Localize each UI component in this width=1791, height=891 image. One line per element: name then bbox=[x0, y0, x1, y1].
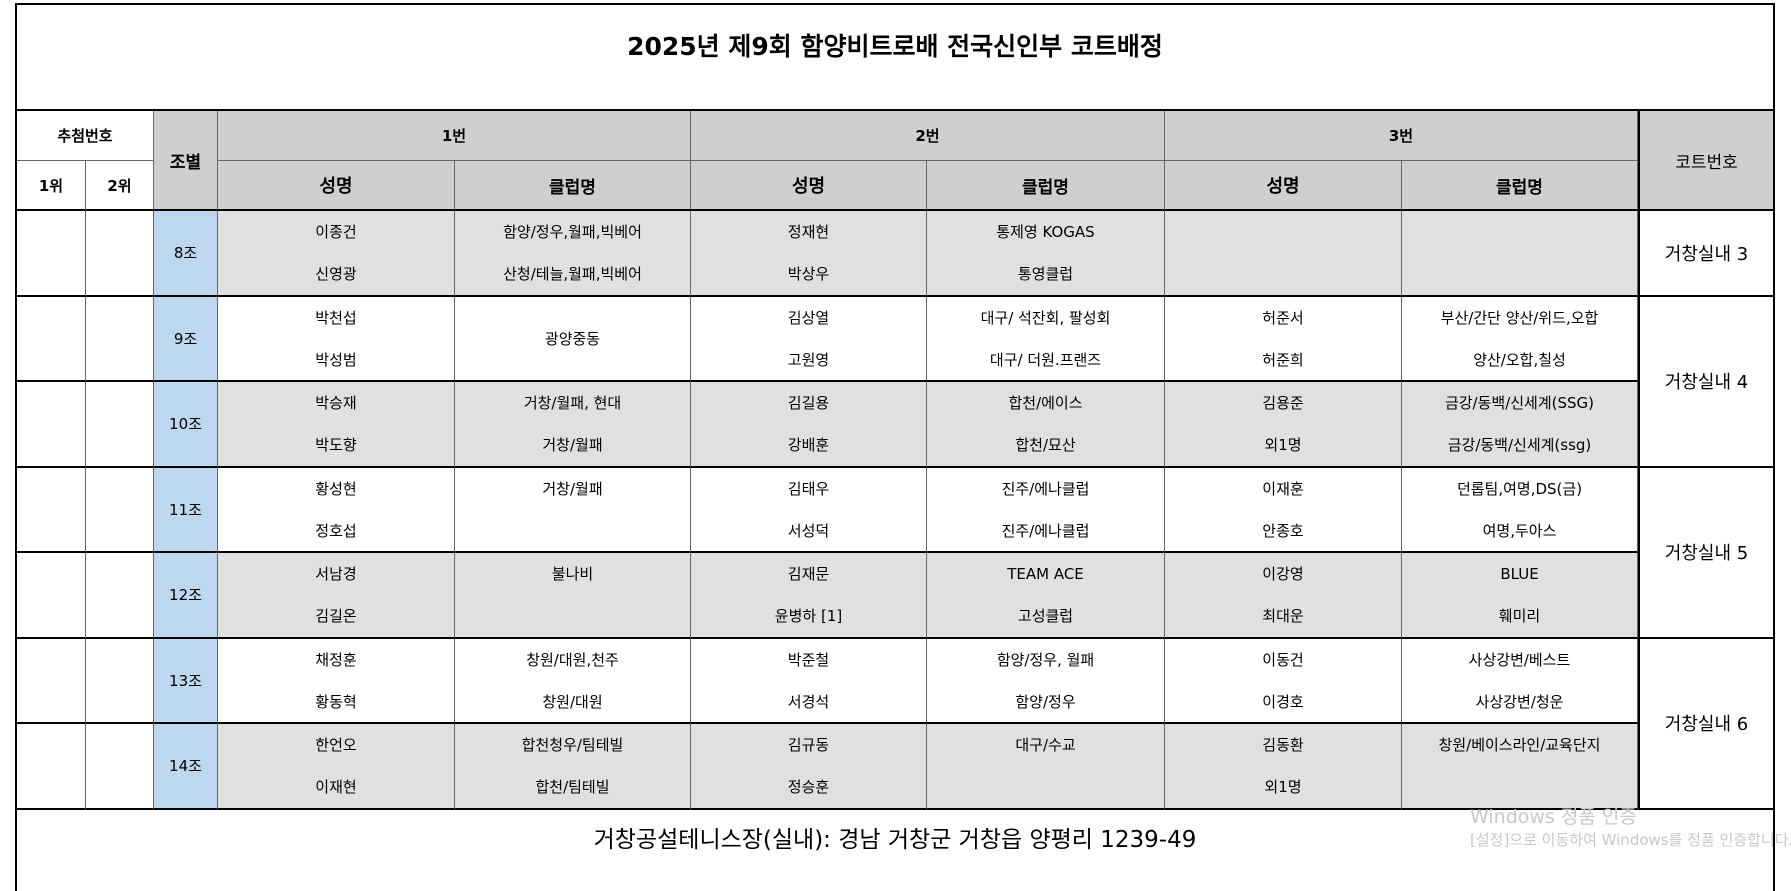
rank-cell bbox=[86, 467, 154, 553]
name-cell: 이강영 최대운 bbox=[1165, 553, 1402, 639]
rank-cell bbox=[86, 638, 154, 724]
club-cell: 부산/간단 양산/위드,오합 양산/오합,칠성 bbox=[1402, 296, 1638, 382]
rank-cell bbox=[86, 724, 154, 810]
rank-cell bbox=[17, 211, 86, 297]
club-cell: TEAM ACE 고성클럽 bbox=[927, 553, 1165, 639]
title: 2025년 제9회 함양비트로배 전국신인부 코트배정 bbox=[17, 5, 1773, 111]
rank-cell bbox=[86, 382, 154, 468]
name-cell: 허준서 허준희 bbox=[1165, 296, 1402, 382]
club-cell: 창원/베이스라인/교육단지 bbox=[1402, 724, 1638, 810]
name-cell: 박준철 서경석 bbox=[691, 638, 927, 724]
group-label: 13조 bbox=[154, 638, 218, 724]
name-cell: 정재현 박상우 bbox=[691, 211, 927, 297]
club-cell: 던롭팀,여명,DS(금) 여명,두아스 bbox=[1402, 467, 1638, 553]
club-cell: 함양/정우, 월패 함양/정우 bbox=[927, 638, 1165, 724]
rank-cell bbox=[17, 382, 86, 468]
header-club: 클럽명 bbox=[927, 161, 1165, 211]
rank-cell bbox=[86, 553, 154, 639]
rank-cell bbox=[17, 467, 86, 553]
rank-cell bbox=[17, 296, 86, 382]
court-label: 거창실내 5 bbox=[1638, 467, 1773, 639]
name-cell: 황성현 정호섭 bbox=[218, 467, 455, 553]
name-cell: 김재문 윤병하 [1] bbox=[691, 553, 927, 639]
rank-cell bbox=[17, 724, 86, 810]
club-cell: 진주/에나클럽 진주/에나클럽 bbox=[927, 467, 1165, 553]
name-cell bbox=[1165, 211, 1402, 297]
name-cell: 서남경 김길온 bbox=[218, 553, 455, 639]
club-cell: 광양중동 bbox=[455, 296, 691, 382]
header-club: 클럽명 bbox=[1402, 161, 1638, 211]
name-cell: 김상열 고원영 bbox=[691, 296, 927, 382]
name-cell: 박천섭 박성범 bbox=[218, 296, 455, 382]
header-group: 조별 bbox=[154, 111, 218, 211]
footer: 거창공설테니스장(실내): 경남 거창군 거창읍 양평리 1239-49 bbox=[593, 826, 1197, 853]
court-label: 거창실내 3 bbox=[1638, 211, 1773, 297]
club-cell: BLUE 훼미리 bbox=[1402, 553, 1638, 639]
header-draw: 추첨번호 bbox=[17, 111, 154, 161]
name-cell: 이동건 이경호 bbox=[1165, 638, 1402, 724]
header-slot: 3번 bbox=[1165, 111, 1638, 161]
name-cell: 김태우 서성덕 bbox=[691, 467, 927, 553]
group-label: 14조 bbox=[154, 724, 218, 810]
name-cell: 김규동 정승훈 bbox=[691, 724, 927, 810]
name-cell: 박승재 박도향 bbox=[218, 382, 455, 468]
frame bbox=[15, 3, 1775, 891]
rank-cell bbox=[86, 211, 154, 297]
name-cell: 이종건 신영광 bbox=[218, 211, 455, 297]
header-rank: 1위 bbox=[17, 161, 86, 211]
court-label: 거창실내 4 bbox=[1638, 296, 1773, 468]
club-cell: 창원/대원,천주 창원/대원 bbox=[455, 638, 691, 724]
court-label: 거창실내 6 bbox=[1638, 638, 1773, 810]
header-name: 성명 bbox=[1165, 161, 1402, 211]
club-cell: 통제영 KOGAS 통영클럽 bbox=[927, 211, 1165, 297]
group-label: 9조 bbox=[154, 296, 218, 382]
club-cell: 거창/월패, 현대 거창/월패 bbox=[455, 382, 691, 468]
club-cell: 대구/수교 bbox=[927, 724, 1165, 810]
name-cell: 김길용 강배훈 bbox=[691, 382, 927, 468]
header-slot: 1번 bbox=[218, 111, 691, 161]
group-label: 11조 bbox=[154, 467, 218, 553]
club-cell: 합천/에이스 합천/묘산 bbox=[927, 382, 1165, 468]
club-cell: 거창/월패 bbox=[455, 467, 691, 553]
name-cell: 채정훈 황동혁 bbox=[218, 638, 455, 724]
club-cell: 사상강변/베스트 사상강변/청운 bbox=[1402, 638, 1638, 724]
header-name: 성명 bbox=[218, 161, 455, 211]
header-court: 코트번호 bbox=[1638, 111, 1773, 211]
name-cell: 한언오 이재현 bbox=[218, 724, 455, 810]
watermark-title: Windows 정품 인증 bbox=[1470, 805, 1637, 828]
header-name: 성명 bbox=[691, 161, 927, 211]
rank-cell bbox=[17, 638, 86, 724]
rank-cell bbox=[86, 296, 154, 382]
group-label: 8조 bbox=[154, 211, 218, 297]
club-cell: 불나비 bbox=[455, 553, 691, 639]
header-club: 클럽명 bbox=[455, 161, 691, 211]
name-cell: 김용준 외1명 bbox=[1165, 382, 1402, 468]
header-rank: 2위 bbox=[86, 161, 154, 211]
name-cell: 이재훈 안종호 bbox=[1165, 467, 1402, 553]
name-cell: 김동환 외1명 bbox=[1165, 724, 1402, 810]
club-cell: 대구/ 석잔회, 팔성회 대구/ 더원.프랜즈 bbox=[927, 296, 1165, 382]
group-label: 10조 bbox=[154, 382, 218, 468]
header-slot: 2번 bbox=[691, 111, 1165, 161]
rank-cell bbox=[17, 553, 86, 639]
club-cell bbox=[1402, 211, 1638, 297]
club-cell: 함양/정우,월패,빅베어 산청/테늘,월패,빅베어 bbox=[455, 211, 691, 297]
group-label: 12조 bbox=[154, 553, 218, 639]
watermark-text: [설정]으로 이동하여 Windows를 정품 인증합니다. bbox=[1470, 830, 1791, 849]
club-cell: 합천청우/팀테빌 합천/팀테빌 bbox=[455, 724, 691, 810]
club-cell: 금강/동백/신세계(SSG) 금강/동백/신세계(ssg) bbox=[1402, 382, 1638, 468]
